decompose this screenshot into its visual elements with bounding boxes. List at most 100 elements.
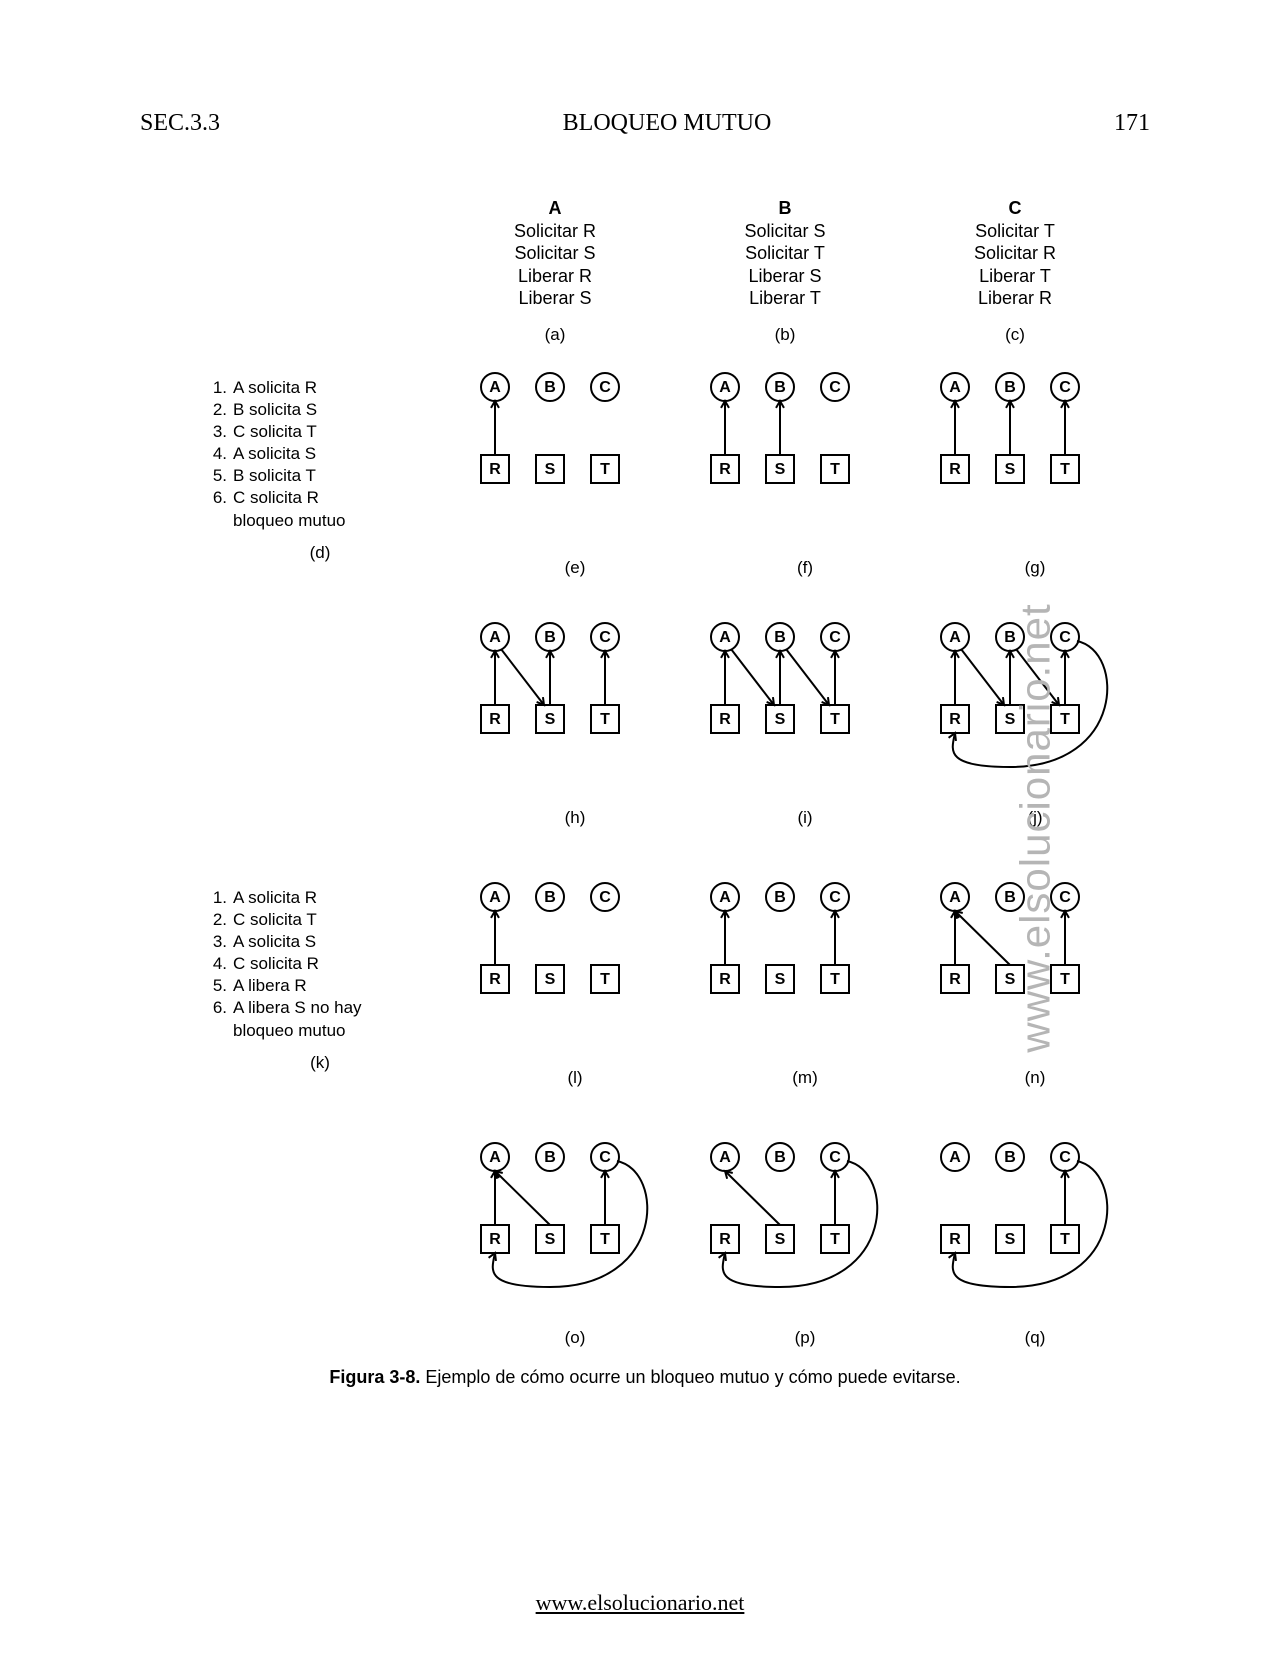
list-item: bloqueo mutuo [205,510,435,532]
svg-text:T: T [1060,461,1070,478]
footer-link[interactable]: www.elsolucionario.net [0,1590,1280,1616]
procedure-block: CSolicitar TSolicitar RLiberar TLiberar … [925,197,1105,345]
svg-text:A: A [719,379,731,396]
sublabel: (k) [205,1052,435,1074]
process-name: A [465,197,645,220]
sublabel: (m) [695,1068,915,1088]
graph-cell: A B C R S T (i) [695,617,915,828]
svg-text:C: C [829,629,841,646]
list-item: bloqueo mutuo [205,1020,435,1042]
graph-cell: ABCRST(l) [465,877,685,1088]
svg-text:T: T [830,1231,840,1248]
graph-panel: ABCRST [695,877,915,1057]
svg-text:R: R [719,711,731,728]
svg-text:R: R [489,461,501,478]
list-item: 5.B solicita T [205,465,435,487]
procedure-step: Liberar R [925,287,1105,310]
sublabel: (n) [925,1068,1145,1088]
graph-panel: ABCRST [695,367,915,547]
svg-text:A: A [489,629,501,646]
svg-text:C: C [599,379,611,396]
svg-text:A: A [489,1149,501,1166]
procedure-step: Solicitar S [695,220,875,243]
procedure-step: Solicitar T [925,220,1105,243]
svg-text:C: C [1059,889,1071,906]
svg-text:T: T [1060,971,1070,988]
procedure-step: Solicitar T [695,242,875,265]
event-list: 1.A solicita R2.C solicita T3.A solicita… [205,887,435,1074]
svg-text:B: B [774,889,786,906]
svg-text:T: T [600,711,610,728]
svg-text:C: C [1059,1149,1071,1166]
graph-cell: ABCRST(e) [465,367,685,578]
sublabel: (l) [465,1068,685,1088]
procedure-step: Liberar S [465,287,645,310]
svg-text:A: A [949,629,961,646]
svg-text:A: A [949,379,961,396]
svg-text:S: S [545,1231,556,1248]
svg-text:R: R [949,461,961,478]
graph-cell: ABCRST(f) [695,367,915,578]
svg-text:B: B [544,629,556,646]
svg-text:T: T [830,971,840,988]
svg-text:R: R [489,1231,501,1248]
graph-panel: ABCRST [465,617,685,797]
svg-text:B: B [544,379,556,396]
procedure-step: Solicitar R [465,220,645,243]
svg-text:R: R [949,711,961,728]
list-item: 5.A libera R [205,975,435,997]
svg-text:B: B [774,1149,786,1166]
svg-text:S: S [775,711,786,728]
svg-text:B: B [774,629,786,646]
procedure-step: Liberar R [465,265,645,288]
svg-text:R: R [489,711,501,728]
graph-panel: ABCRST [695,1137,915,1317]
list-item: 3.C solicita T [205,421,435,443]
svg-text:C: C [829,889,841,906]
svg-text:B: B [544,1149,556,1166]
procedure-step: Liberar T [925,265,1105,288]
graph-cell: ABCRST(m) [695,877,915,1088]
list-item: 3.A solicita S [205,931,435,953]
list-item: 2.C solicita T [205,909,435,931]
svg-text:B: B [544,889,556,906]
svg-text:T: T [1060,711,1070,728]
svg-text:S: S [1005,461,1016,478]
procedure-block: ASolicitar RSolicitar SLiberar RLiberar … [465,197,645,345]
procedure-step: Liberar S [695,265,875,288]
svg-text:T: T [600,1231,610,1248]
sublabel: (f) [695,558,915,578]
svg-text:R: R [719,971,731,988]
caption-text: Ejemplo de cómo ocurre un bloqueo mutuo … [420,1367,960,1387]
graph-panel: A B C R S T [465,1137,685,1317]
svg-text:A: A [719,629,731,646]
svg-text:B: B [1004,379,1016,396]
sublabel: (g) [925,558,1145,578]
list-item: 2.B solicita S [205,399,435,421]
svg-text:C: C [599,889,611,906]
svg-text:T: T [830,711,840,728]
svg-text:S: S [775,461,786,478]
page: SEC.3.3 BLOQUEO MUTUO 171 ASolicitar RSo… [0,0,1280,1656]
svg-text:T: T [830,461,840,478]
sublabel: (i) [695,808,915,828]
sublabel: (e) [465,558,685,578]
graph-cell: ABCRST(g) [925,367,1145,578]
svg-text:A: A [489,889,501,906]
svg-text:T: T [1060,1231,1070,1248]
svg-text:R: R [719,461,731,478]
list-item: 1.A solicita R [205,887,435,909]
figure-caption: Figura 3-8. Ejemplo de cómo ocurre un bl… [140,1367,1150,1388]
svg-text:C: C [829,1149,841,1166]
svg-text:C: C [599,629,611,646]
svg-text:R: R [949,971,961,988]
graph-panel: A B C R S T [695,617,915,797]
svg-text:R: R [489,971,501,988]
svg-text:C: C [599,1149,611,1166]
watermark: www.elsolucionario.net [1011,603,1059,1052]
graph-panel: ABCRST [465,367,685,547]
list-item: 6.A libera S no hay [205,997,435,1019]
list-item: 6.C solicita R [205,487,435,509]
graph-panel: ABCRST [925,367,1145,547]
list-item: 4.A solicita S [205,443,435,465]
